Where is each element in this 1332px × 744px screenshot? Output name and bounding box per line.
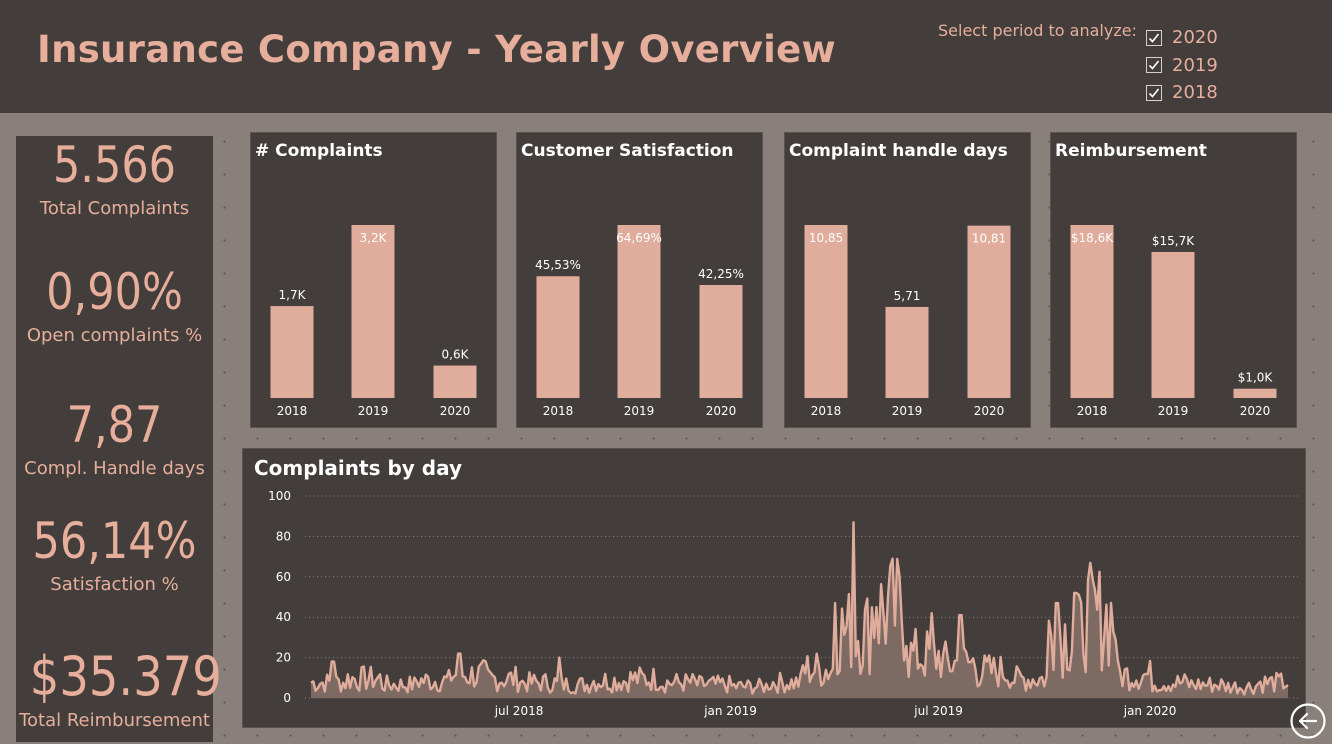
chart-title: Complaint handle days	[789, 141, 1008, 161]
chart-title: Customer Satisfaction	[521, 141, 734, 161]
y-tick-label: 20	[276, 651, 291, 665]
kpi-satisfaction: 56,14% Satisfaction %	[16, 516, 213, 595]
complaints-bar-chart[interactable]: # Complaints 1,7K 2018 3,2K 2019 0,6K 2020	[251, 133, 496, 427]
satisfaction-bar-chart[interactable]: Customer Satisfaction 45,53% 2018 64,69% 20…	[517, 133, 762, 427]
data-label: 64,69%	[616, 231, 662, 245]
bar[interactable]	[617, 225, 661, 398]
kpi-handle-days: 7,87 Compl. Handle days	[16, 400, 213, 479]
y-tick-label: 40	[276, 610, 291, 624]
area-chart-svg: 0 20 40 60 80 100 jul 2018 jan 2019 jul 2019 jan …	[268, 489, 1298, 718]
data-label: 10,85	[809, 231, 843, 245]
header-bar: Insurance Company - Yearly Overview Sele…	[0, 0, 1332, 113]
bar-chart-svg: 45,53% 2018 64,69% 2019 42,25% 2020	[535, 225, 744, 418]
checkbox-checked-icon[interactable]	[1146, 84, 1162, 101]
bar[interactable]	[885, 306, 929, 398]
area-fill	[311, 522, 1288, 698]
slicer-item-2019[interactable]: 2019	[1146, 52, 1218, 80]
y-tick-label: 100	[268, 489, 291, 503]
data-label: $1,0K	[1238, 371, 1274, 385]
x-tick-label: 2020	[1240, 404, 1271, 418]
y-tick-label: 60	[276, 570, 291, 584]
slicer-item-2020[interactable]: 2020	[1146, 24, 1218, 52]
x-tick-label: jan 2019	[703, 704, 757, 718]
page-title: Insurance Company - Yearly Overview	[37, 28, 836, 71]
data-label: 5,71	[894, 289, 921, 303]
kpi-label: Total Reimbursement	[19, 710, 210, 731]
kpi-panel: 5.566 Total Complaints 0,90% Open compla…	[16, 136, 222, 742]
chart-title: Reimbursement	[1055, 141, 1207, 161]
kpi-value: $35.379	[29, 645, 222, 708]
kpi-total-complaints: 5.566 Total Complaints	[16, 140, 213, 219]
x-tick-label: 2018	[811, 404, 842, 418]
checkbox-checked-icon[interactable]	[1146, 57, 1162, 74]
bar[interactable]	[967, 225, 1011, 398]
kpi-value: 0,90%	[46, 263, 183, 321]
checkbox-checked-icon[interactable]	[1146, 29, 1162, 46]
bar-chart-svg: 1,7K 2018 3,2K 2019 0,6K 2020	[270, 225, 477, 418]
bar-chart-svg: $18,6K 2018 $15,7K 2019 $1,0K 2020	[1070, 225, 1277, 418]
bar-chart-svg: 10,85 2018 5,71 2019 10,81 2020	[804, 225, 1011, 418]
chart-title: # Complaints	[255, 141, 383, 161]
period-slicer-label: Select period to analyze:	[938, 21, 1137, 40]
chart-title: Complaints by day	[254, 456, 462, 480]
bar[interactable]	[270, 306, 314, 398]
series-line[interactable]	[310, 521, 1289, 696]
x-tick-label: 2019	[892, 404, 923, 418]
bar[interactable]	[433, 365, 477, 398]
kpi-label: Compl. Handle days	[24, 458, 205, 479]
data-label: 1,7K	[279, 288, 307, 302]
kpi-value: 56,14%	[32, 512, 197, 570]
x-tick-label: 2020	[440, 404, 471, 418]
bar[interactable]	[1070, 225, 1114, 398]
handle-days-bar-chart[interactable]: Complaint handle days 10,85 2018 5,71 2019 1…	[785, 133, 1030, 427]
data-label: 10,81	[972, 232, 1006, 246]
x-tick-label: jul 2019	[913, 704, 963, 718]
reimbursement-bar-chart[interactable]: Reimbursement $18,6K 2018 $15,7K 2019 $1,0K 2…	[1051, 133, 1296, 427]
x-tick-label: 2020	[974, 404, 1005, 418]
kpi-total-reimbursement: $35.379 Total Reimbursement	[16, 645, 222, 732]
x-tick-label: 2018	[543, 404, 574, 418]
kpi-value: 7,87	[66, 396, 163, 454]
bar[interactable]	[351, 225, 395, 398]
y-tick-label: 80	[276, 529, 291, 543]
data-label: $15,7K	[1152, 234, 1195, 248]
period-slicer: 2020 2019 2018	[1146, 24, 1218, 107]
x-tick-label: 2019	[624, 404, 655, 418]
slicer-item-label: 2020	[1172, 27, 1218, 49]
x-tick-label: 2019	[358, 404, 389, 418]
bar[interactable]	[1151, 251, 1195, 398]
slicer-item-label: 2019	[1172, 54, 1218, 76]
kpi-label: Satisfaction %	[50, 574, 179, 595]
kpi-value: 5.566	[52, 136, 177, 194]
back-arrow-button[interactable]	[1289, 702, 1327, 740]
x-tick-label: 2018	[277, 404, 308, 418]
x-tick-label: 2020	[706, 404, 737, 418]
back-arrow-icon	[1290, 703, 1326, 739]
kpi-label: Total Complaints	[39, 198, 190, 219]
x-tick-label: jan 2020	[1123, 704, 1177, 718]
bar[interactable]	[536, 276, 580, 398]
x-tick-label: 2019	[1158, 404, 1189, 418]
bar[interactable]	[699, 285, 743, 398]
data-label: 45,53%	[535, 258, 581, 272]
x-tick-label: jul 2018	[494, 704, 544, 718]
data-label: 42,25%	[698, 267, 744, 281]
y-tick-label: 0	[283, 691, 291, 705]
data-label: $18,6K	[1071, 231, 1114, 245]
kpi-open-complaints: 0,90% Open complaints %	[16, 267, 213, 346]
complaints-by-day-chart[interactable]: Complaints by day 0 20 40 60 80 100 jul 2018 ja…	[243, 449, 1305, 727]
data-label: 0,6K	[442, 348, 470, 362]
bar[interactable]	[804, 225, 848, 398]
data-label: 3,2K	[360, 231, 388, 245]
kpi-label: Open complaints %	[26, 325, 203, 346]
slicer-item-2018[interactable]: 2018	[1146, 79, 1218, 107]
slicer-item-label: 2018	[1172, 82, 1218, 104]
bar[interactable]	[1233, 388, 1277, 398]
x-tick-label: 2018	[1077, 404, 1108, 418]
